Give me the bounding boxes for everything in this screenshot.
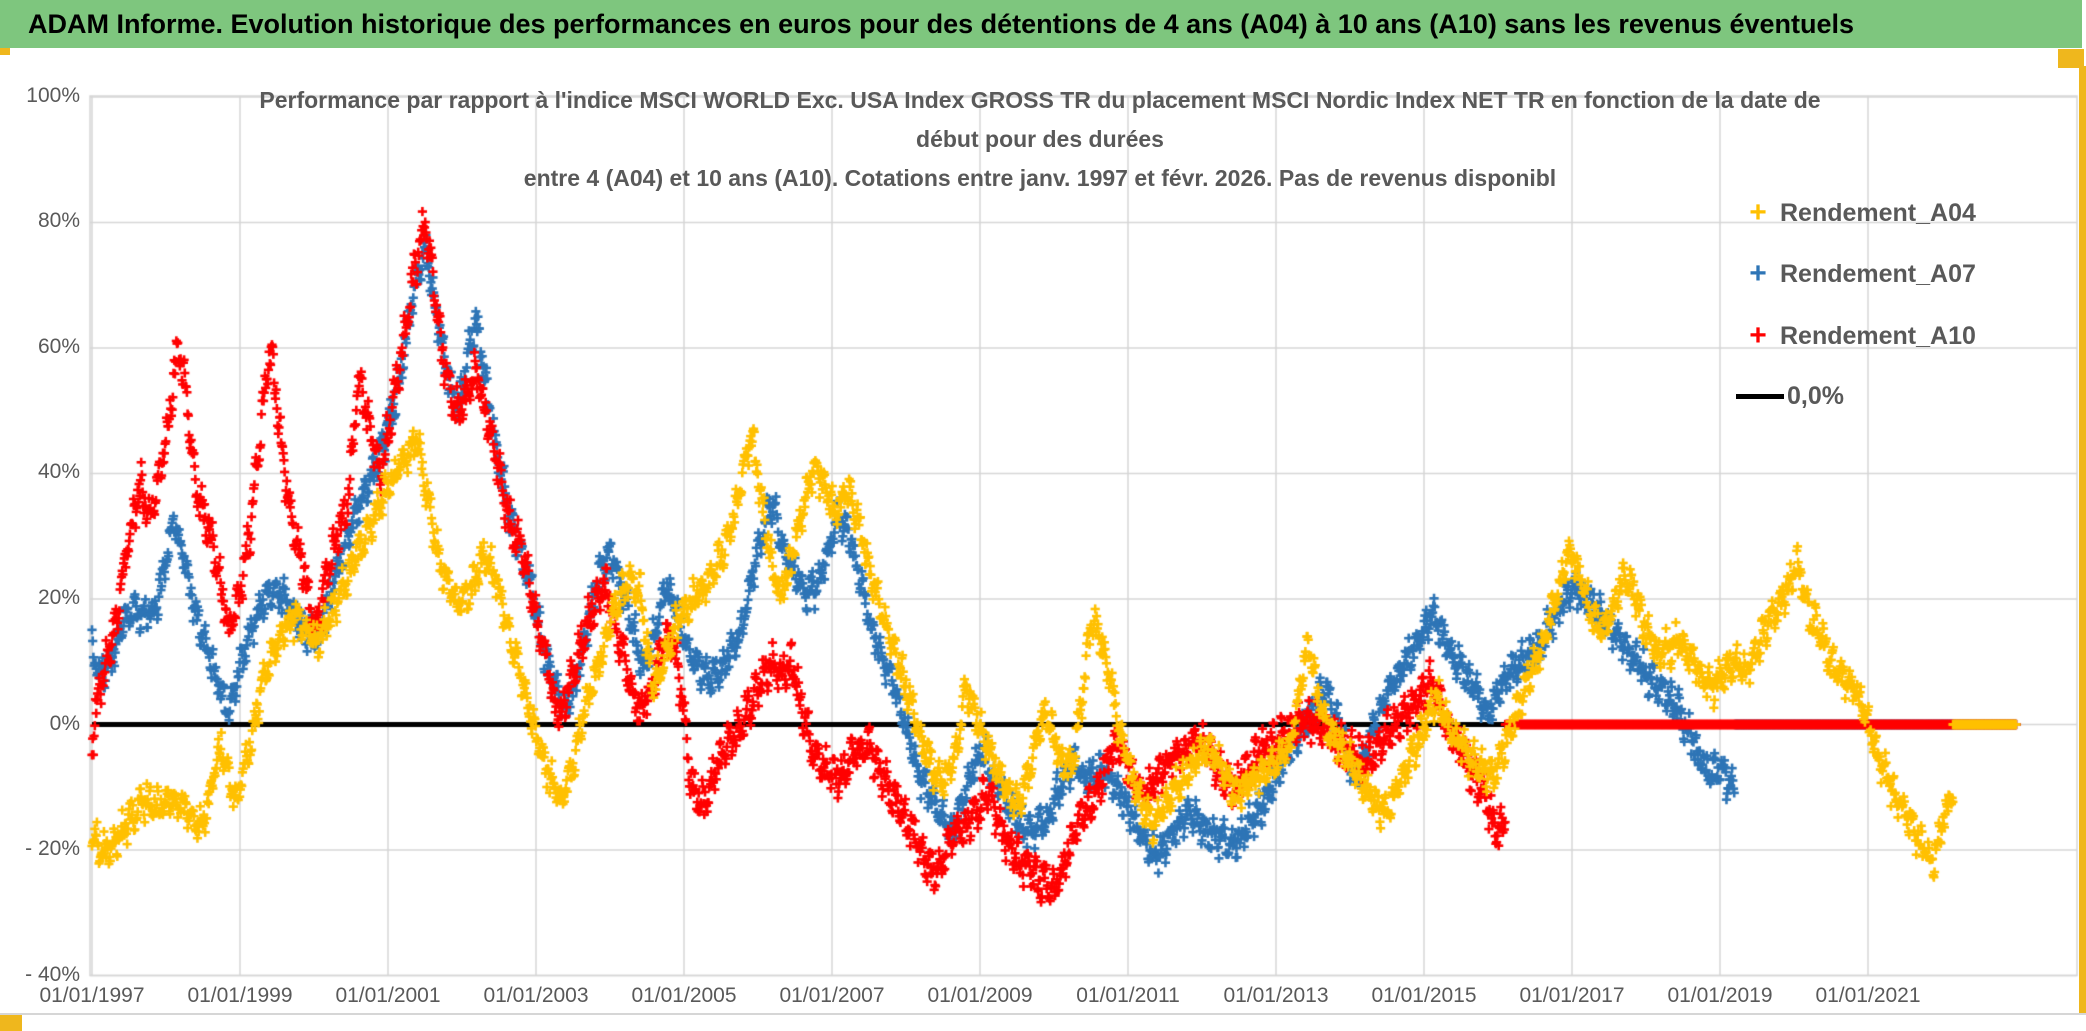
x-tick-label: 01/01/2007	[779, 984, 885, 1007]
legend-label: 0,0%	[1787, 381, 1844, 410]
y-tick-label: - 20%	[25, 837, 80, 860]
legend-item-rendement-a07[interactable]: + Rendement_A07	[1736, 256, 2072, 292]
plus-marker-icon: +	[1749, 196, 1767, 229]
chart-title-line-1: Performance par rapport à l'indice MSCI …	[259, 87, 1821, 113]
legend-item-rendement-a10[interactable]: + Rendement_A10	[1736, 318, 2072, 354]
x-tick-label: 01/01/2009	[927, 984, 1033, 1007]
y-tick-label: - 40%	[25, 962, 80, 986]
legend-item-rendement-a04[interactable]: + Rendement_A04	[1736, 195, 2072, 231]
black-line-marker-icon	[1736, 393, 1784, 399]
plus-marker-icon: +	[1749, 319, 1767, 352]
y-tick-label: 100%	[26, 83, 80, 107]
x-tick-label: 01/01/1999	[187, 984, 293, 1007]
x-tick-label: 01/01/2013	[1223, 984, 1329, 1007]
y-tick-label: 60%	[37, 334, 80, 358]
x-tick-label: 01/01/2019	[1667, 984, 1773, 1007]
x-tick-label: 01/01/1997	[39, 984, 145, 1007]
plus-marker-icon: +	[1749, 257, 1767, 290]
x-tick-label: 01/01/2005	[631, 984, 737, 1007]
x-tick-label: 01/01/2021	[1815, 984, 1921, 1007]
chart-title-line-3: entre 4 (A04) et 10 ans (A10). Cotations…	[523, 165, 1557, 191]
legend-label: Rendement_A10	[1780, 321, 1976, 350]
chart-title: Performance par rapport à l'indice MSCI …	[140, 81, 1940, 198]
legend-label: Rendement_A07	[1780, 259, 1976, 288]
chart-title-line-2: début pour des durées	[916, 126, 1164, 152]
legend-label: Rendement_A04	[1780, 198, 1976, 227]
y-tick-label: 20%	[37, 585, 80, 609]
x-tick-label: 01/01/2017	[1519, 984, 1625, 1007]
x-tick-label: 01/01/2003	[483, 984, 589, 1007]
x-tick-label: 01/01/2011	[1076, 984, 1180, 1007]
legend-item-zero-line[interactable]: 0,0%	[1736, 378, 2072, 414]
x-tick-label: 01/01/2015	[1371, 984, 1477, 1007]
y-tick-label: 0%	[49, 711, 80, 735]
y-tick-label: 80%	[37, 209, 80, 233]
sheet-divider	[0, 1013, 2086, 1015]
x-tick-label: 01/01/2001	[335, 984, 441, 1007]
y-tick-label: 40%	[37, 460, 80, 484]
